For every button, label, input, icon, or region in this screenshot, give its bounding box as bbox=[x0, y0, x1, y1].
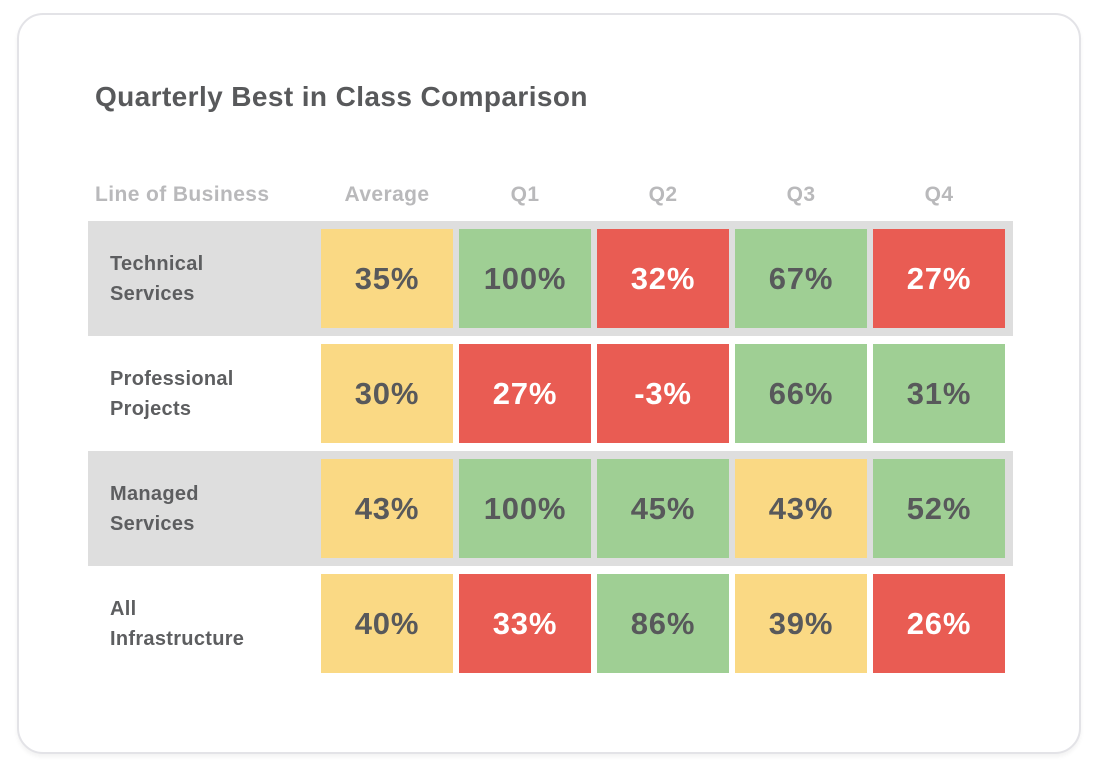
table-row-professional-projects: Professional Projects 30% 27% -3% 66% 31… bbox=[88, 336, 1013, 451]
heatmap-cell: 27% bbox=[459, 344, 591, 443]
column-header-q4: Q4 bbox=[924, 183, 954, 206]
row-label: Technical Services bbox=[110, 252, 204, 305]
column-header-q1: Q1 bbox=[510, 183, 540, 206]
heatmap-cell: 26% bbox=[873, 574, 1005, 673]
heatmap-cell: 30% bbox=[321, 344, 453, 443]
column-header-average: Average bbox=[344, 183, 430, 206]
row-label: Managed Services bbox=[110, 482, 199, 535]
page-title: Quarterly Best in Class Comparison bbox=[95, 81, 588, 112]
column-header-line-of-business: Line of Business bbox=[95, 183, 270, 206]
heatmap-cell: 27% bbox=[873, 229, 1005, 328]
row-label: Professional Projects bbox=[110, 367, 234, 420]
heatmap-cell: 33% bbox=[459, 574, 591, 673]
column-header-q3: Q3 bbox=[786, 183, 816, 206]
heatmap-cell: 43% bbox=[321, 459, 453, 558]
heatmap-cell: 35% bbox=[321, 229, 453, 328]
column-header-q2: Q2 bbox=[648, 183, 678, 206]
heatmap-cell: 52% bbox=[873, 459, 1005, 558]
comparison-card: Quarterly Best in Class Comparison Line … bbox=[17, 13, 1081, 754]
table-row-all-infrastructure: All Infrastructure 40% 33% 86% 39% 26% bbox=[88, 566, 1013, 681]
table-row-technical-services: Technical Services 35% 100% 32% 67% 27% bbox=[88, 221, 1013, 336]
heatmap-cell: 43% bbox=[735, 459, 867, 558]
heatmap-cell: 32% bbox=[597, 229, 729, 328]
heatmap-cell: 31% bbox=[873, 344, 1005, 443]
heatmap-cell: -3% bbox=[597, 344, 729, 443]
heatmap-cell: 66% bbox=[735, 344, 867, 443]
heatmap-cell: 67% bbox=[735, 229, 867, 328]
heatmap-cell: 39% bbox=[735, 574, 867, 673]
heatmap-cell: 100% bbox=[459, 459, 591, 558]
table-header: Line of Business Average Q1 Q2 Q3 Q4 bbox=[88, 173, 1013, 217]
table-body: Technical Services 35% 100% 32% 67% 27% … bbox=[88, 221, 1013, 681]
row-label: All Infrastructure bbox=[110, 597, 245, 650]
heatmap-cell: 100% bbox=[459, 229, 591, 328]
table-row-managed-services: Managed Services 43% 100% 45% 43% 52% bbox=[88, 451, 1013, 566]
heatmap-cell: 86% bbox=[597, 574, 729, 673]
heatmap-cell: 45% bbox=[597, 459, 729, 558]
heatmap-cell: 40% bbox=[321, 574, 453, 673]
